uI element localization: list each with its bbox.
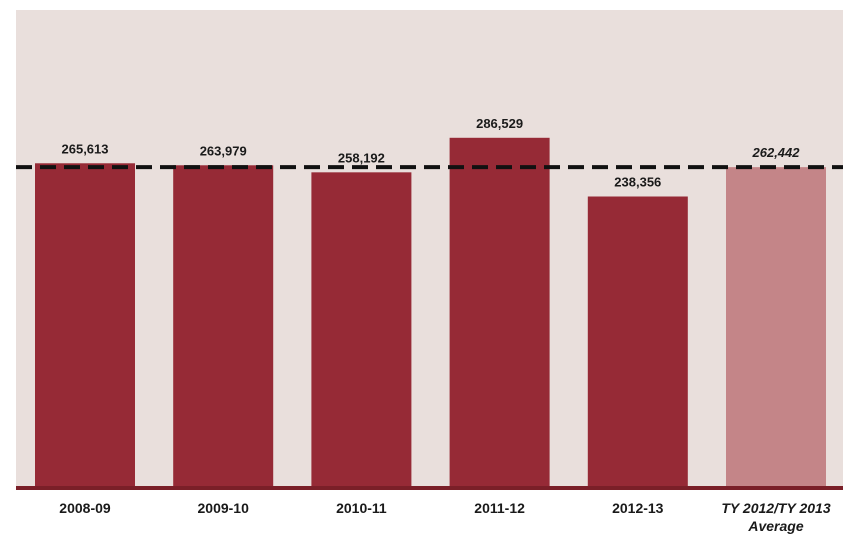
plot-background xyxy=(16,10,843,488)
bar-4 xyxy=(587,196,688,487)
value-label-0: 265,613 xyxy=(62,141,109,156)
x-tick-label-2: 2010-11 xyxy=(336,500,387,516)
x-tick-label-line: 2012-13 xyxy=(612,500,664,516)
bar-3 xyxy=(449,137,550,487)
x-axis-line xyxy=(16,486,843,490)
x-tick-label-0: 2008-09 xyxy=(59,500,111,516)
x-tick-labels-group: 2008-09 2009-10 2010-11 2011-12 2012-13 TY 20… xyxy=(59,500,831,534)
x-tick-label-line: 2011-12 xyxy=(474,500,525,516)
bar-0 xyxy=(35,163,135,487)
value-label-2: 258,192 xyxy=(338,150,385,165)
x-tick-label-line: 2009-10 xyxy=(198,500,250,516)
bar-5 xyxy=(726,167,826,488)
value-label-4: 238,356 xyxy=(614,175,661,190)
x-tick-label-line: 2010-11 xyxy=(336,500,387,516)
x-tick-label-line: 2008-09 xyxy=(59,500,111,516)
x-tick-label-3: 2011-12 xyxy=(474,500,525,516)
x-tick-label-4: 2012-13 xyxy=(612,500,664,516)
value-label-1: 263,979 xyxy=(200,143,247,158)
bar-2 xyxy=(311,172,412,488)
bars-group xyxy=(35,137,826,488)
x-tick-label-line: TY 2012/TY 2013 xyxy=(721,500,830,516)
value-label-3: 286,529 xyxy=(476,116,523,131)
x-tick-label-5: TY 2012/TY 2013 Average xyxy=(721,500,830,534)
value-label-5: 262,442 xyxy=(752,145,801,160)
x-tick-label-line: Average xyxy=(747,518,803,534)
value-labels-group: 265,613 263,979 258,192 286,529 238,356 262,4… xyxy=(62,116,801,190)
x-tick-label-1: 2009-10 xyxy=(198,500,250,516)
bar-1 xyxy=(173,165,274,488)
